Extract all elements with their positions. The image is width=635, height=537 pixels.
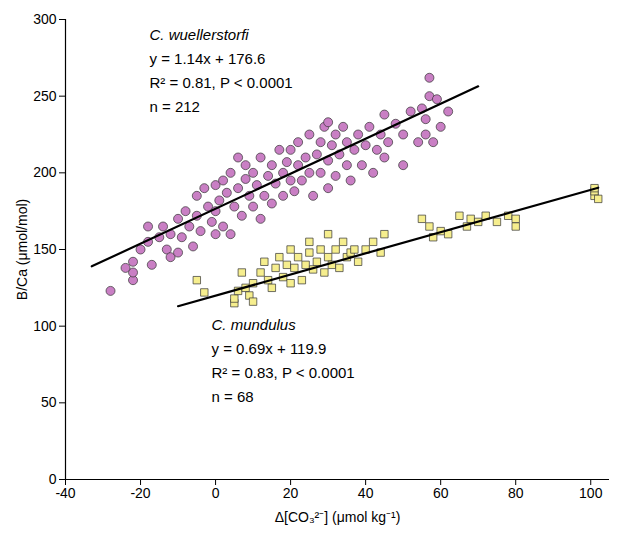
svg-text:50: 50 [41,394,57,410]
svg-text:C. wuellerstorfi: C. wuellerstorfi [150,26,250,43]
svg-text:0: 0 [48,471,57,487]
svg-text:y = 1.14x + 176.6: y = 1.14x + 176.6 [150,50,266,67]
svg-text:y = 0.69x + 119.9: y = 0.69x + 119.9 [212,340,327,357]
svg-text:100: 100 [579,485,603,501]
svg-text:0: 0 [212,485,220,501]
svg-text:80: 80 [508,485,524,501]
svg-text:-40: -40 [55,485,75,501]
svg-text:20: 20 [283,485,299,501]
svg-text:Δ[CO₃²⁻] (μmol kg⁻¹): Δ[CO₃²⁻] (μmol kg⁻¹) [275,509,401,525]
svg-text:250: 250 [33,88,57,104]
svg-text:300: 300 [33,11,57,27]
svg-text:100: 100 [33,318,57,334]
svg-text:40: 40 [358,485,374,501]
svg-text:n = 212: n = 212 [150,98,200,115]
svg-text:n = 68: n = 68 [212,388,254,405]
svg-text:C. mundulus: C. mundulus [212,316,297,333]
svg-text:60: 60 [433,485,449,501]
svg-text:R² = 0.83, P < 0.0001: R² = 0.83, P < 0.0001 [212,364,355,381]
svg-text:-20: -20 [130,485,150,501]
svg-text:200: 200 [33,164,57,180]
svg-text:R² = 0.81, P < 0.0001: R² = 0.81, P < 0.0001 [150,74,293,91]
svg-text:150: 150 [33,241,57,257]
svg-text:B/Ca (μmol/mol): B/Ca (μmol/mol) [14,199,30,300]
